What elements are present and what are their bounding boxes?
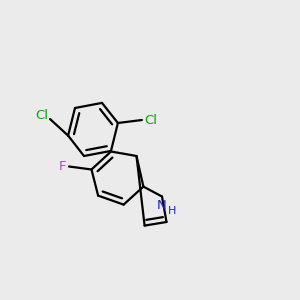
Text: Cl: Cl (35, 109, 48, 122)
Text: H: H (167, 206, 176, 216)
Text: F: F (59, 160, 66, 173)
Text: N: N (157, 199, 167, 212)
Text: Cl: Cl (144, 113, 157, 127)
